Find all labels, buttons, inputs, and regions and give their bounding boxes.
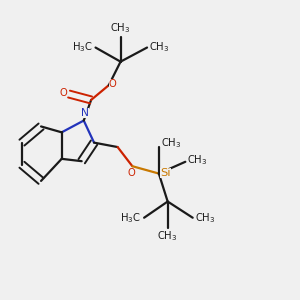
Text: CH$_3$: CH$_3$ — [188, 154, 208, 167]
Text: Si: Si — [160, 168, 171, 178]
Text: O: O — [59, 88, 67, 98]
Text: CH$_3$: CH$_3$ — [161, 136, 182, 150]
Text: H$_3$C: H$_3$C — [72, 40, 92, 54]
Text: O: O — [109, 79, 116, 89]
Text: CH$_3$: CH$_3$ — [195, 211, 215, 225]
Text: CH$_3$: CH$_3$ — [158, 230, 178, 243]
Text: N: N — [81, 108, 89, 118]
Text: CH$_3$: CH$_3$ — [110, 21, 131, 35]
Text: H$_3$C: H$_3$C — [120, 211, 141, 225]
Text: CH$_3$: CH$_3$ — [149, 40, 170, 54]
Text: O: O — [128, 168, 135, 178]
